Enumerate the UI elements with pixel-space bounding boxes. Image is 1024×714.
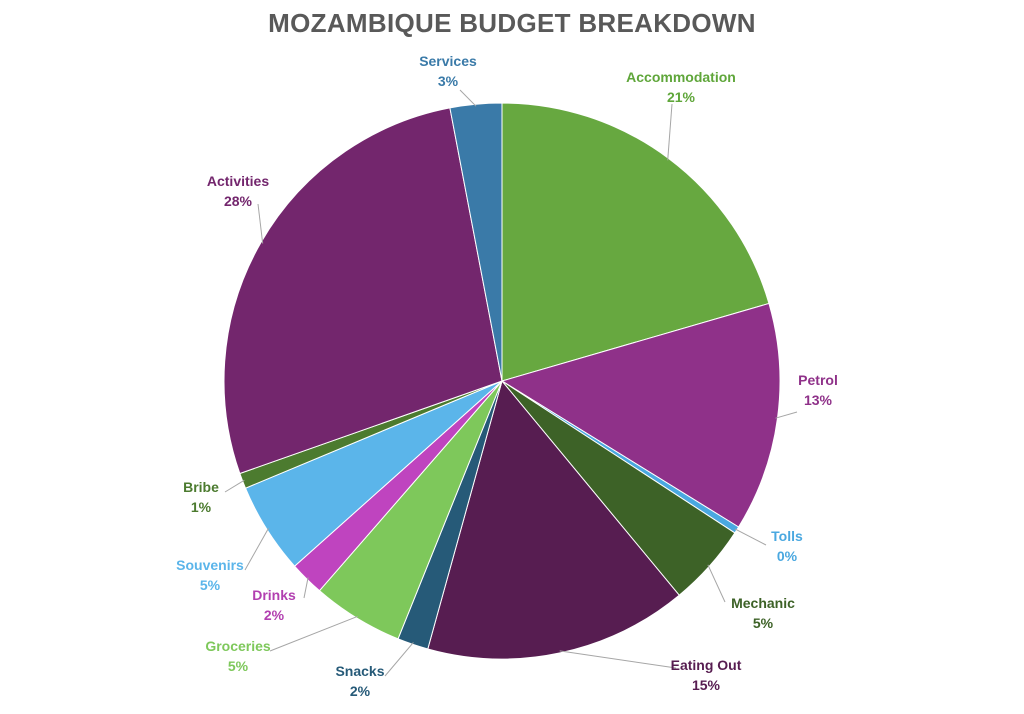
data-label-name: Souvenirs [176, 557, 244, 573]
leader-line-petrol [775, 411, 798, 419]
data-label-percent: 2% [264, 607, 285, 623]
data-label-name: Petrol [798, 372, 838, 388]
data-label-name: Activities [207, 173, 269, 189]
data-label-name: Snacks [335, 663, 384, 679]
leader-line-services [459, 89, 477, 107]
data-label-name: Bribe [183, 479, 219, 495]
data-label-name: Drinks [252, 587, 296, 603]
leader-line-snacks [384, 642, 414, 677]
pie-slice-accommodation [501, 102, 770, 382]
pie-slice-eating-out [427, 379, 680, 660]
data-label-name: Mechanic [731, 595, 795, 611]
pie-slices [223, 102, 781, 660]
data-label-percent: 5% [753, 615, 774, 631]
leader-line-souvenirs [244, 527, 269, 571]
leader-line-mechanic [707, 564, 726, 603]
leader-line-activities [257, 203, 264, 244]
leader-line-drinks [303, 577, 309, 599]
leader-line-groceries [269, 615, 358, 652]
data-label-percent: 1% [191, 499, 212, 515]
leader-lines [224, 89, 798, 677]
data-label-name: Eating Out [671, 657, 742, 673]
data-label-percent: 13% [804, 392, 833, 408]
data-label-name: Tolls [771, 528, 803, 544]
chart-title: MOZAMBIQUE BUDGET BREAKDOWN [268, 8, 756, 38]
pie-slice-services [449, 102, 503, 382]
data-label-percent: 2% [350, 683, 371, 699]
leader-line-eating-out [559, 650, 677, 669]
data-label-percent: 28% [224, 193, 253, 209]
leader-line-bribe [224, 479, 245, 493]
data-label-percent: 5% [200, 577, 221, 593]
pie-slice-activities [223, 107, 503, 475]
data-labels: Accommodation 21% Petrol 13% Tolls 0% Mechanic… [176, 53, 838, 699]
data-label-percent: 0% [777, 548, 798, 564]
data-label-percent: 15% [692, 677, 721, 693]
data-label-percent: 5% [228, 658, 249, 674]
data-label-name: Groceries [205, 638, 271, 654]
data-label-name: Accommodation [626, 69, 736, 85]
pie-slice-petrol [500, 302, 781, 528]
leader-line-tolls [734, 528, 767, 546]
data-label-percent: 21% [667, 89, 696, 105]
leader-line-accommodation [667, 103, 673, 161]
data-label-percent: 3% [438, 73, 459, 89]
data-label-name: Services [419, 53, 477, 69]
